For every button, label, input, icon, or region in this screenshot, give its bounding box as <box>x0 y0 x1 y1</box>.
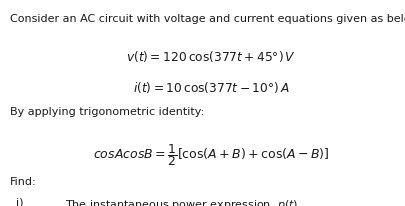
Text: $\mathit{i}(\mathit{t}) = 10\,\mathrm{cos}(377\mathit{t} - 10°)\,\mathit{A}$: $\mathit{i}(\mathit{t}) = 10\,\mathrm{co… <box>132 80 289 95</box>
Text: By applying trigonometric identity:: By applying trigonometric identity: <box>10 107 204 117</box>
Text: Find:: Find: <box>10 177 37 187</box>
Text: The instantaneous power expression, $\mathit{p(t)}$: The instantaneous power expression, $\ma… <box>65 198 298 206</box>
Text: i): i) <box>16 198 23 206</box>
Text: $\mathit{cosAcosB} = \dfrac{1}{2}[\mathrm{cos}(A+B) + \mathrm{cos}(A-B)]$: $\mathit{cosAcosB} = \dfrac{1}{2}[\mathr… <box>93 142 328 168</box>
Text: Consider an AC circuit with voltage and current equations given as below:: Consider an AC circuit with voltage and … <box>10 14 405 25</box>
Text: $\mathit{v}(\mathit{t}) = 120\,\mathrm{cos}(377\mathit{t} + 45°)\,\mathit{V}$: $\mathit{v}(\mathit{t}) = 120\,\mathrm{c… <box>126 49 295 64</box>
